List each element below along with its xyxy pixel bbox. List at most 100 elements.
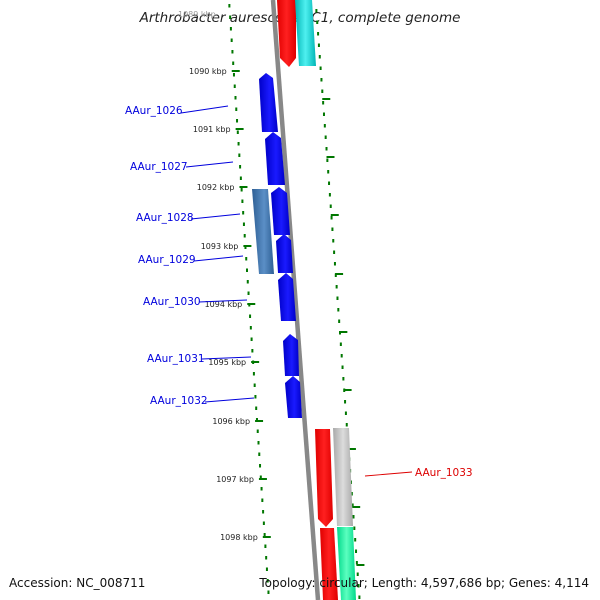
ruler-dot — [254, 395, 257, 399]
ruler-dot — [249, 326, 252, 330]
ruler-dot — [232, 61, 235, 65]
ruler-dot — [245, 257, 248, 261]
ruler-dot — [260, 487, 263, 491]
ruler-dot — [321, 89, 324, 93]
ruler-dot — [354, 538, 357, 542]
ruler-dot — [256, 429, 259, 433]
ruler-dot — [228, 4, 231, 8]
ruler-tick-label: 1095 kbp — [208, 358, 246, 367]
ruler-dot — [330, 216, 333, 220]
gene-aaur-1031 — [283, 334, 299, 376]
ruler-dotted-arc-left — [228, 4, 270, 594]
feature-top-red — [277, 0, 296, 67]
ruler-dot — [252, 372, 255, 376]
ruler-dot — [322, 101, 325, 105]
ruler-dot — [242, 222, 245, 226]
ruler-dot — [331, 227, 334, 231]
gene-label-aaur-1027: AAur_1027 — [130, 161, 188, 173]
ruler-dot — [315, 9, 318, 13]
gene-aaur-1028 — [271, 187, 290, 235]
ruler-dot — [328, 193, 331, 197]
genome-summary-text: Topology: circular; Length: 4,597,686 bp… — [259, 576, 589, 590]
ruler-dot — [255, 406, 258, 410]
feature-bottom-green — [337, 527, 356, 600]
ruler-dot — [319, 66, 322, 70]
ruler-dot — [243, 234, 246, 238]
ruler-dot — [264, 544, 267, 548]
ruler-dot — [236, 119, 239, 123]
gene-aaur-1029 — [276, 234, 293, 273]
ruler-dot — [341, 365, 344, 369]
ruler-dot — [336, 296, 339, 300]
ruler-dot — [267, 590, 270, 594]
genome-backbone — [270, 0, 321, 600]
ruler-dot — [232, 73, 235, 77]
ruler-dot — [337, 308, 340, 312]
gene-label-aaur-1033: AAur_1033 — [415, 467, 473, 479]
ruler-ticks: 1089 kbp 1090 kbp 1091 kbp 1092 kbp 1093 kb… — [178, 10, 365, 566]
ruler-dot — [251, 349, 254, 353]
gene-aaur-1028-rna — [252, 189, 274, 274]
gene-aaur-1033 — [315, 429, 333, 527]
gene-aaur-1026 — [259, 73, 278, 132]
ruler-dot — [249, 314, 252, 318]
ruler-dot — [316, 20, 319, 24]
gene-labels: AAur_1026 AAur_1027 AAur_1028 AAur_1029 … — [125, 105, 473, 479]
ruler-tick-label: 1098 kbp — [220, 533, 258, 542]
ruler-dot — [323, 124, 326, 128]
gene-label-aaur-1028: AAur_1028 — [136, 212, 194, 224]
ruler-dot — [322, 112, 325, 116]
ruler-dot — [247, 291, 250, 295]
ruler-dot — [342, 377, 345, 381]
ruler-dot — [328, 181, 331, 185]
ruler-dot — [244, 245, 247, 249]
ruler-partial-tick-label: 1089 kbp — [178, 10, 216, 19]
ruler-dot — [259, 475, 262, 479]
ruler-dot — [356, 572, 359, 576]
ruler-dot — [345, 423, 348, 427]
gene-label-aaur-1029: AAur_1029 — [138, 254, 196, 266]
ruler-dot — [357, 584, 360, 588]
ruler-dot — [239, 176, 242, 180]
ruler-tick-label: 1091 kbp — [193, 125, 231, 134]
ruler-dot — [265, 567, 268, 571]
ruler-dot — [263, 533, 266, 537]
ruler-dot — [352, 515, 355, 519]
ruler-dot — [230, 38, 233, 42]
ruler-dot — [338, 319, 341, 323]
ruler-dot — [240, 188, 243, 192]
ruler-dot — [327, 170, 330, 174]
ruler-dot — [317, 43, 320, 47]
ruler-dot — [329, 204, 332, 208]
ruler-dot — [250, 337, 253, 341]
gene-label-aaur-1031: AAur_1031 — [147, 353, 205, 365]
ruler-dot — [246, 268, 248, 272]
ruler-dot — [355, 549, 358, 553]
ruler-dot — [265, 556, 268, 560]
ruler-dot — [262, 521, 265, 525]
ruler-dot — [335, 285, 338, 289]
ruler-dot — [333, 262, 336, 266]
ruler-dot — [246, 280, 249, 284]
ruler-dot — [344, 400, 347, 404]
ruler-dot — [350, 492, 353, 496]
ruler-dot — [235, 107, 238, 111]
ruler-dot — [353, 526, 356, 530]
ruler-dot — [233, 84, 236, 88]
gene-label-aaur-1032: AAur_1032 — [150, 395, 208, 407]
ruler-tick-label: 1096 kbp — [212, 417, 250, 426]
gene-label-aaur-1026: AAur_1026 — [125, 105, 183, 117]
ruler-dot — [261, 498, 264, 502]
ruler-dot — [257, 441, 260, 445]
gene-aaur-1027 — [265, 132, 285, 185]
ruler-dot — [258, 452, 261, 456]
ruler-tick-label: 1093 kbp — [201, 242, 239, 251]
ruler-dot — [320, 78, 323, 82]
ruler-dot — [255, 418, 258, 422]
ruler-dot — [242, 211, 245, 215]
gene-leader-lines — [180, 105, 413, 477]
ruler-dot — [238, 153, 241, 157]
feature-bottom-red — [320, 528, 338, 600]
ruler-dot — [259, 464, 262, 468]
